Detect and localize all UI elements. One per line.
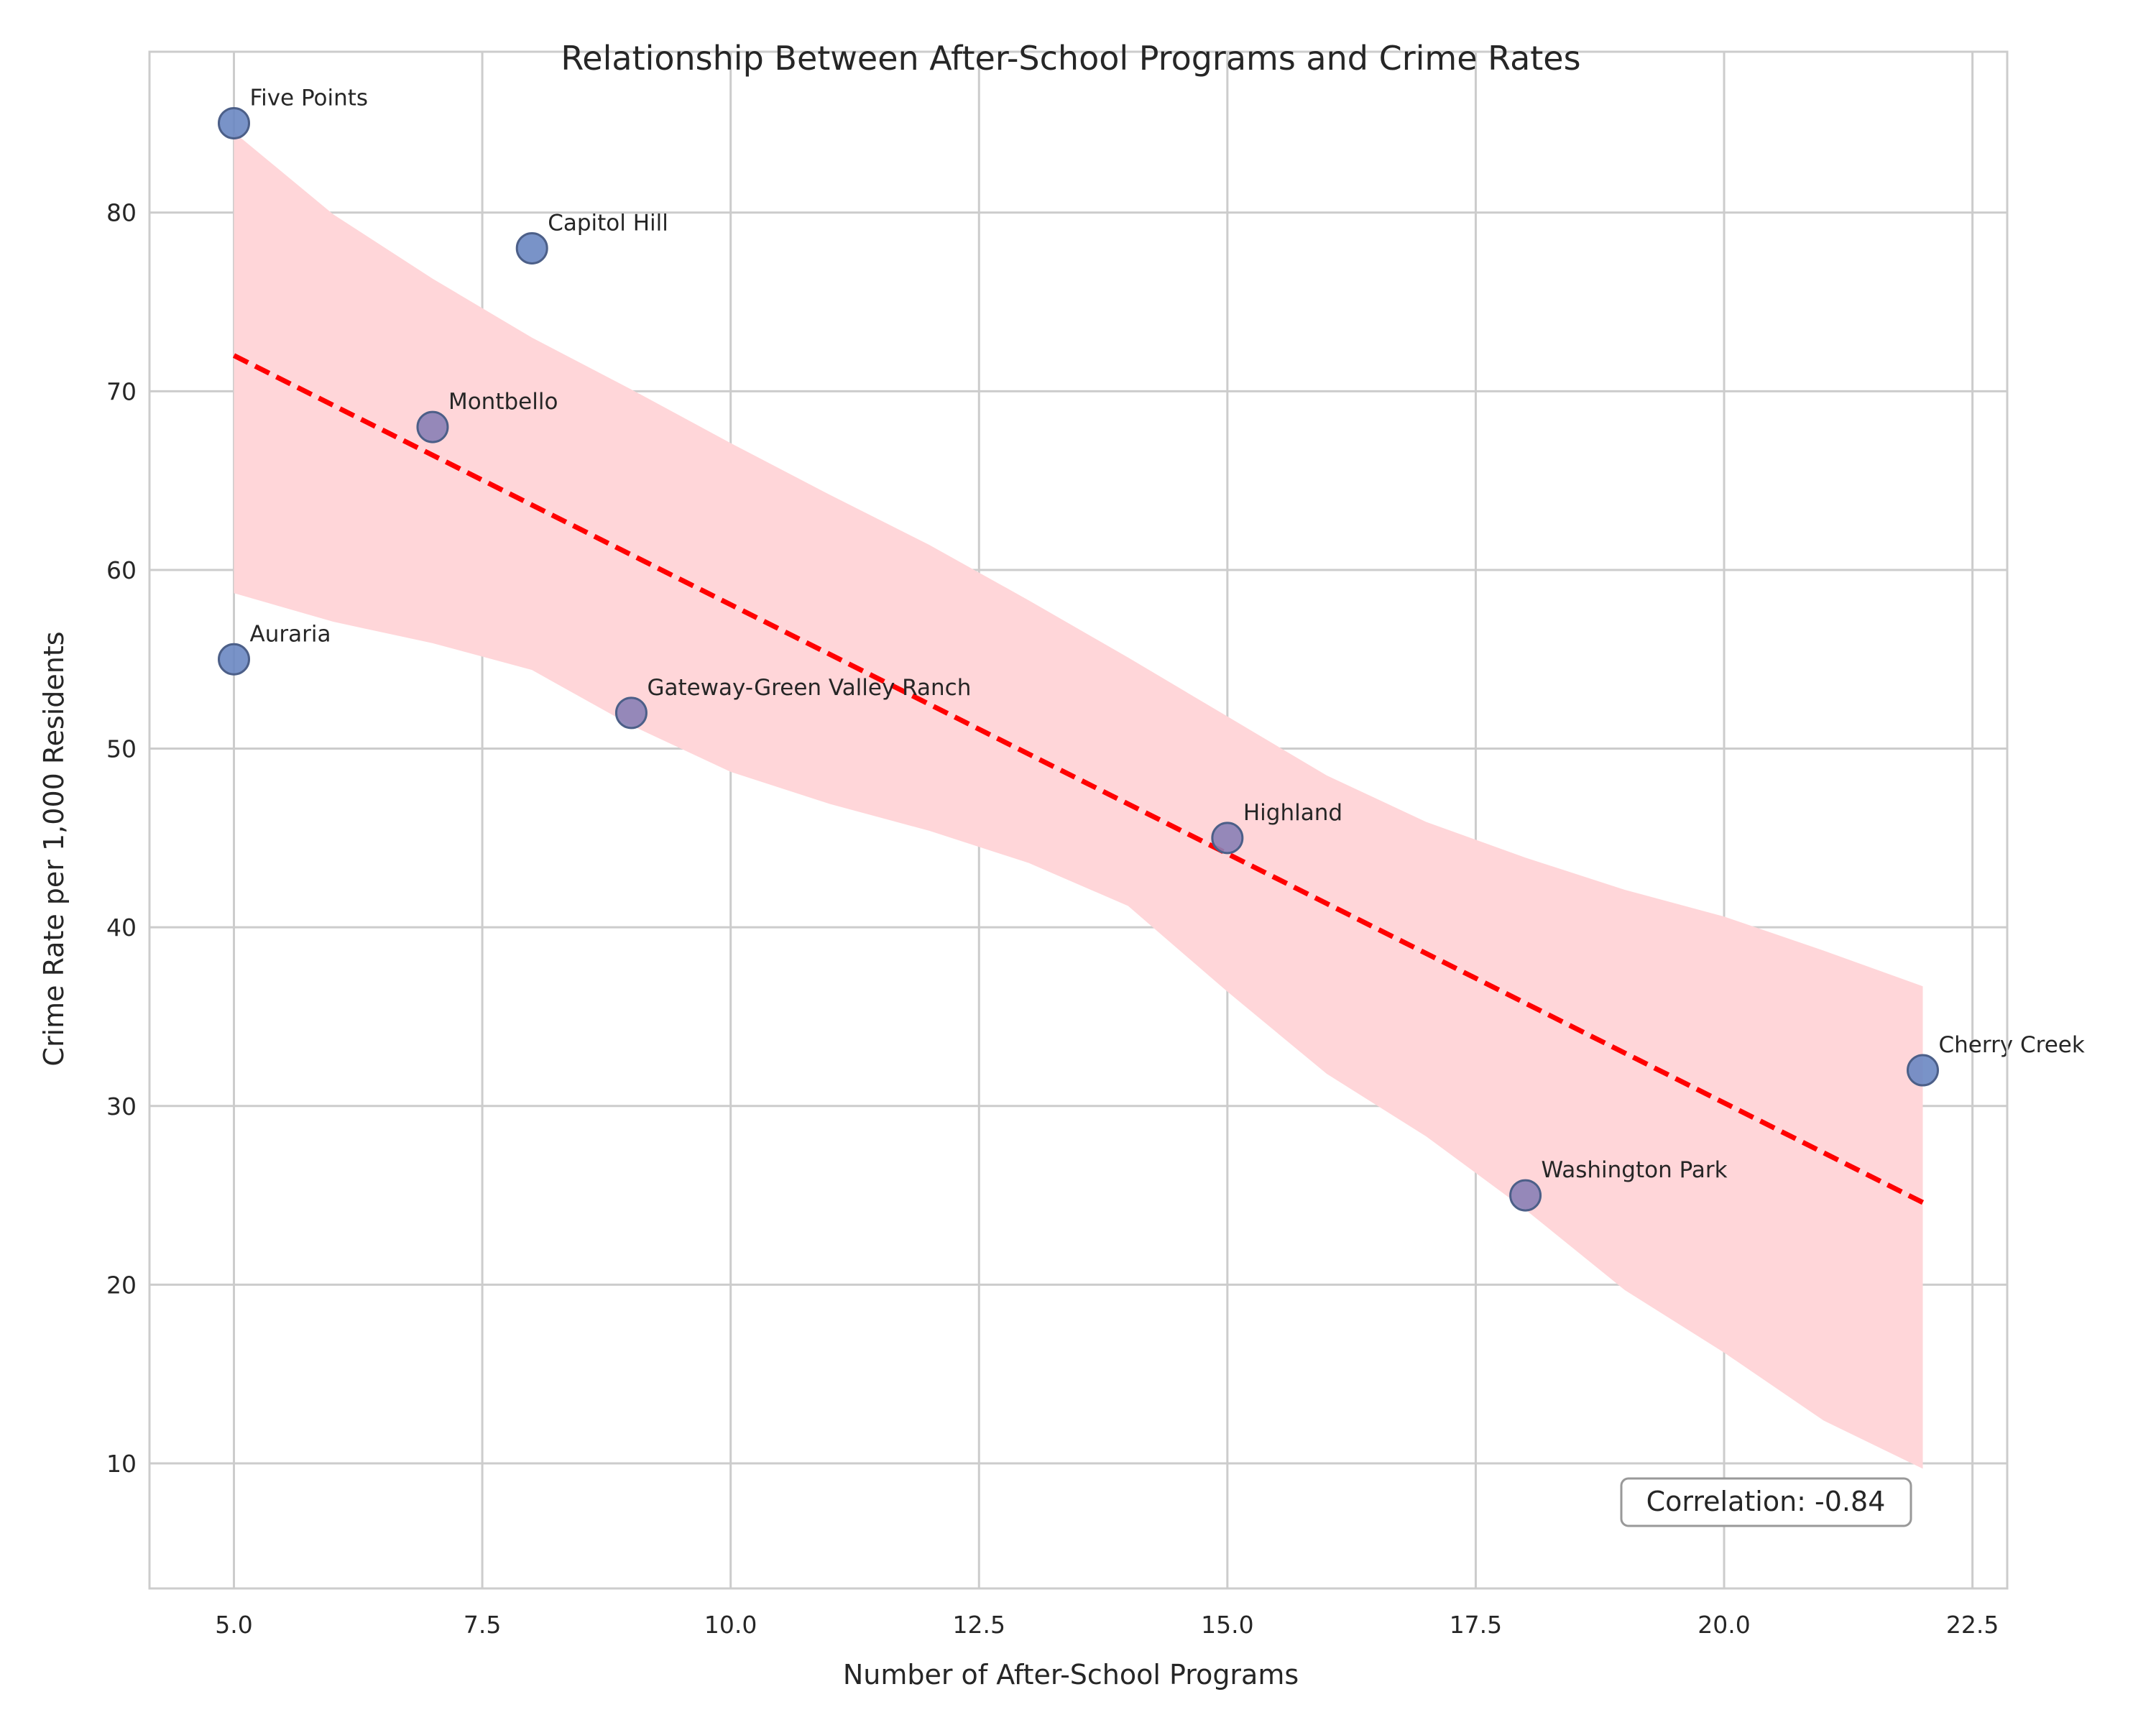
x-tick-label: 5.0 — [215, 1611, 252, 1639]
point-label: Five Points — [250, 85, 369, 111]
annotation-text: Correlation: -0.84 — [1646, 1486, 1886, 1517]
regression-line-group — [232, 353, 1925, 1205]
data-point — [515, 231, 548, 264]
point-label: Capitol Hill — [548, 210, 668, 236]
y-tick-label: 10 — [106, 1450, 137, 1478]
confidence-band — [234, 132, 1923, 1469]
data-point — [218, 643, 250, 676]
x-tick-label: 10.0 — [704, 1611, 757, 1639]
point-label: Montbello — [448, 389, 558, 415]
point-label: Highland — [1243, 800, 1342, 826]
correlation-annotation: Correlation: -0.84 — [1620, 1477, 1912, 1527]
x-tick-label: 22.5 — [1946, 1611, 1999, 1639]
data-point — [416, 410, 449, 443]
confidence-band-area — [234, 132, 1923, 1469]
plot-frame — [148, 50, 2009, 1590]
point-label: Cherry Creek — [1939, 1032, 2085, 1058]
axis-ticks: 5.0 7.5 10.0 12.5 15.0 17.5 20.0 22.5 10 20 30 40 50… — [106, 199, 1999, 1639]
y-tick-label: 30 — [106, 1092, 137, 1121]
regression-line — [232, 353, 1925, 1205]
data-point — [1907, 1054, 1939, 1087]
data-point — [1509, 1179, 1542, 1212]
point-label: Washington Park — [1542, 1157, 1728, 1183]
data-point — [614, 696, 648, 730]
point-label: Gateway-Green Valley Ranch — [647, 675, 971, 701]
y-tick-label: 60 — [106, 556, 137, 584]
x-tick-label: 15.0 — [1201, 1611, 1253, 1639]
plot-border — [148, 50, 2009, 1590]
data-point — [218, 106, 250, 139]
y-tick-label: 80 — [106, 199, 137, 227]
x-tick-label: 12.5 — [953, 1611, 1005, 1639]
data-point — [1211, 822, 1244, 855]
point-labels: Five Points Capitol Hill Montbello Auraria G… — [250, 85, 2085, 1183]
annotation-box — [1620, 1477, 1912, 1527]
y-tick-label: 40 — [106, 914, 137, 942]
y-tick-label: 70 — [106, 377, 137, 405]
point-label: Auraria — [250, 621, 331, 647]
x-tick-label: 20.0 — [1697, 1611, 1750, 1639]
chart-title: Relationship Between After-School Progra… — [561, 39, 1580, 78]
x-tick-label: 7.5 — [464, 1611, 501, 1639]
y-tick-label: 50 — [106, 735, 137, 763]
x-tick-label: 17.5 — [1450, 1611, 1502, 1639]
data-points — [218, 106, 1939, 1212]
y-tick-label: 20 — [106, 1271, 137, 1299]
y-axis-label: Crime Rate per 1,000 Residents — [38, 631, 70, 1066]
x-axis-label: Number of After-School Programs — [843, 1659, 1299, 1690]
